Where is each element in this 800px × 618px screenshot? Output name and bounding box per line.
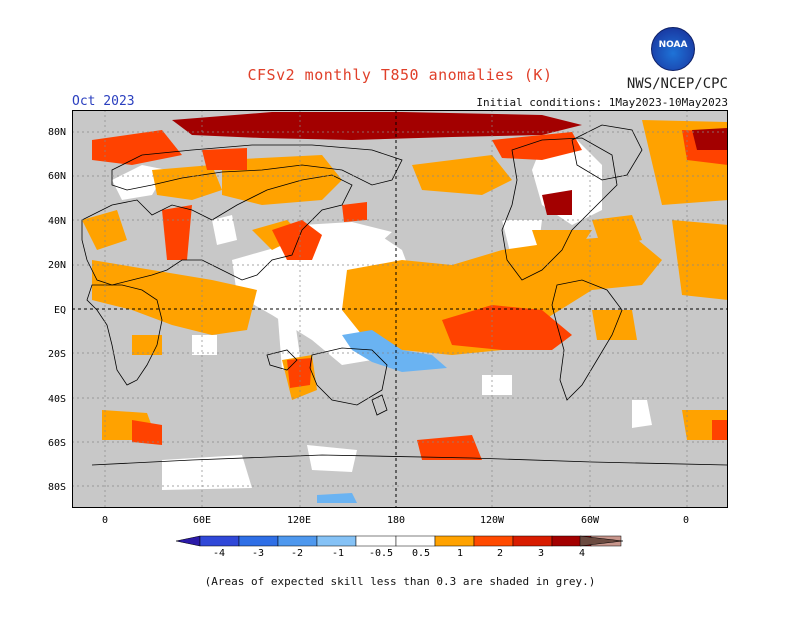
colorbar-label: -1 (332, 548, 344, 559)
lat-label: 60N (48, 171, 66, 182)
coastlines (81, 124, 727, 466)
colorbar-swatch (316, 535, 357, 547)
lon-label: 0 (683, 515, 689, 526)
colorbar-label: -2 (291, 548, 303, 559)
lat-label: EQ (54, 305, 66, 316)
colorbar-arrow-right (579, 535, 624, 547)
colorbar-label: 3 (538, 548, 544, 559)
lon-label: 60E (193, 515, 211, 526)
colorbar-label: 2 (497, 548, 503, 559)
colorbar-swatch (199, 535, 240, 547)
forecast-month: Oct 2023 (72, 94, 135, 109)
colorbar-swatch (473, 535, 514, 547)
skill-footnote: (Areas of expected skill less than 0.3 a… (204, 575, 596, 588)
equator-dateline (72, 110, 727, 508)
lat-label: 80N (48, 127, 66, 138)
colorbar-label: -3 (252, 548, 264, 559)
lon-label: 120E (287, 515, 311, 526)
lat-label: 60S (48, 438, 66, 449)
colorbar-label: 0.5 (412, 548, 430, 559)
colorbar-label: -0.5 (369, 548, 393, 559)
colorbar-swatch (238, 535, 279, 547)
colorbar-arrow-left (175, 535, 201, 547)
lon-label: 180 (387, 515, 405, 526)
initial-conditions: Initial conditions: 1May2023-10May2023 (476, 96, 728, 109)
colorbar (175, 535, 624, 547)
colorbar-label: 1 (457, 548, 463, 559)
colorbar-label: -4 (213, 548, 225, 559)
lon-label: 120W (480, 515, 505, 526)
noaa-logo: NOAA (651, 27, 695, 71)
colorbar-swatch (277, 535, 318, 547)
lat-label: 20N (48, 260, 66, 271)
colorbar-swatch (512, 535, 553, 547)
lat-label: 40S (48, 394, 66, 405)
noaa-logo-text: NOAA (658, 40, 688, 50)
lon-label: 60W (581, 515, 600, 526)
lon-label: 0 (102, 515, 108, 526)
colorbar-swatch (355, 535, 397, 547)
map-title: CFSv2 monthly T850 anomalies (K) (247, 66, 553, 84)
lat-label: 40N (48, 216, 66, 227)
colorbar-swatch (395, 535, 436, 547)
colorbar-label: 4 (579, 548, 585, 559)
colorbar-swatch (434, 535, 475, 547)
map-frame (72, 110, 728, 508)
lat-lon-grid (72, 110, 727, 508)
lat-label: 20S (48, 349, 66, 360)
agency-label: NWS/NCEP/CPC (626, 76, 728, 92)
anomaly-fields (82, 112, 727, 503)
anomaly-map (72, 110, 728, 508)
lat-label: 80S (48, 482, 66, 493)
